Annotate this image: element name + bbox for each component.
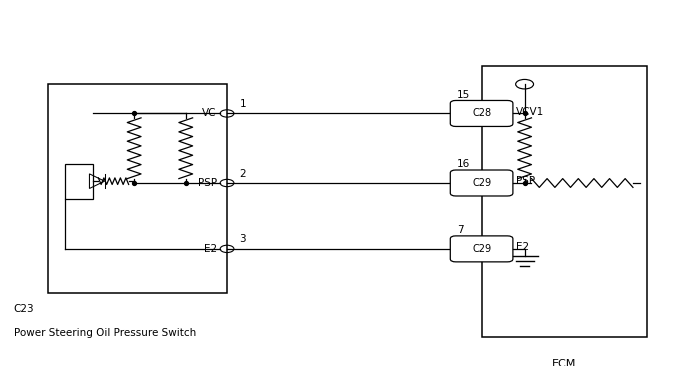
Bar: [48, 84, 227, 293]
Bar: [482, 66, 647, 337]
Text: C28: C28: [472, 108, 491, 119]
Text: PSP: PSP: [197, 178, 217, 188]
Text: VCV1: VCV1: [516, 107, 544, 117]
Text: 16: 16: [457, 159, 471, 169]
Text: C23: C23: [14, 304, 34, 314]
Text: ECM: ECM: [552, 359, 577, 366]
Text: 1: 1: [239, 99, 246, 109]
FancyBboxPatch shape: [450, 100, 513, 127]
Text: E2: E2: [516, 242, 529, 252]
Text: 3: 3: [239, 235, 246, 244]
Text: Power Steering Oil Pressure Switch: Power Steering Oil Pressure Switch: [14, 328, 196, 337]
Text: 15: 15: [457, 90, 471, 100]
Text: PSP: PSP: [516, 176, 535, 186]
Text: 2: 2: [239, 169, 246, 179]
Bar: [65, 164, 93, 198]
Text: VC: VC: [202, 108, 217, 119]
Text: E2: E2: [204, 244, 217, 254]
FancyBboxPatch shape: [450, 170, 513, 196]
FancyBboxPatch shape: [450, 236, 513, 262]
Text: C29: C29: [472, 244, 491, 254]
Text: C29: C29: [472, 178, 491, 188]
Text: 7: 7: [457, 225, 464, 235]
